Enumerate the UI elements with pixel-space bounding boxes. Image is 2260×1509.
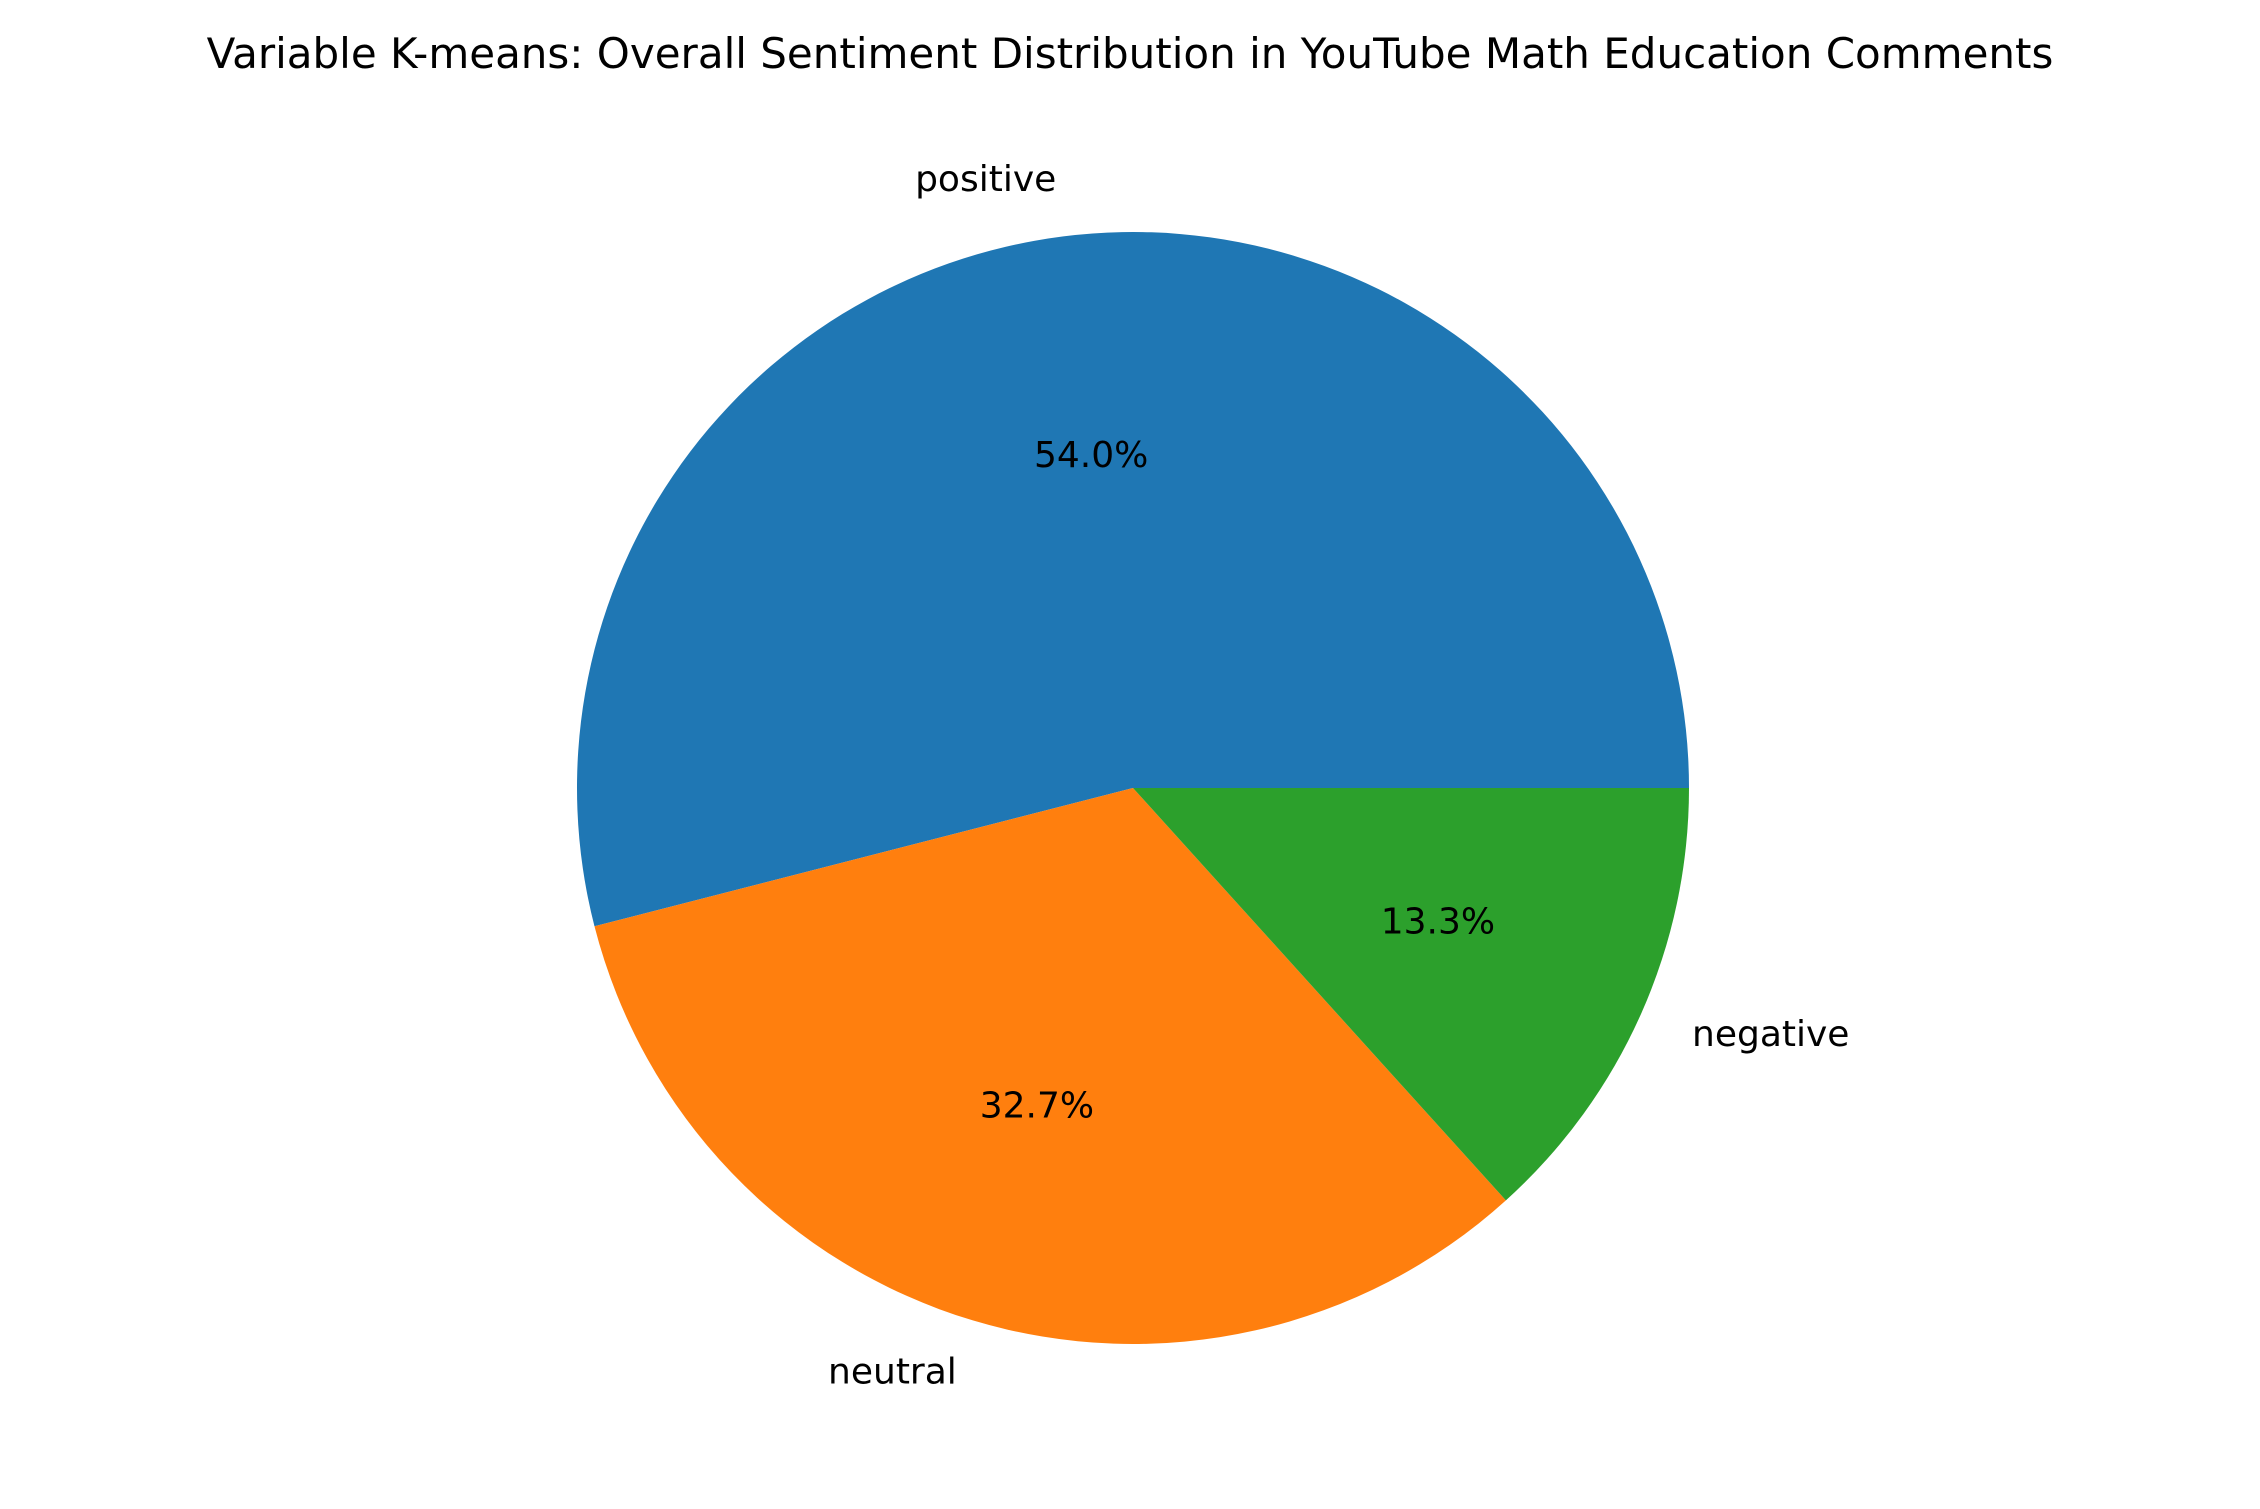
pie-slice-negative [1133, 788, 1689, 1201]
pie-slices [576, 231, 1689, 1344]
chart-title: Variable K-means: Overall Sentiment Dist… [207, 29, 2054, 78]
slice-label-positive: positive [915, 159, 1056, 200]
slice-label-neutral: neutral [828, 1352, 957, 1393]
pie-slice-positive [576, 231, 1689, 927]
pie-slice-neutral [594, 788, 1506, 1344]
pct-label-neutral: 32.7% [980, 1086, 1094, 1127]
pct-label-negative: 13.3% [1381, 901, 1495, 942]
pie-labels: positive 54.0% neutral 32.7% negative 13.3% [828, 159, 1849, 1393]
pct-label-positive: 54.0% [1034, 435, 1148, 476]
slice-label-negative: negative [1692, 1014, 1849, 1055]
